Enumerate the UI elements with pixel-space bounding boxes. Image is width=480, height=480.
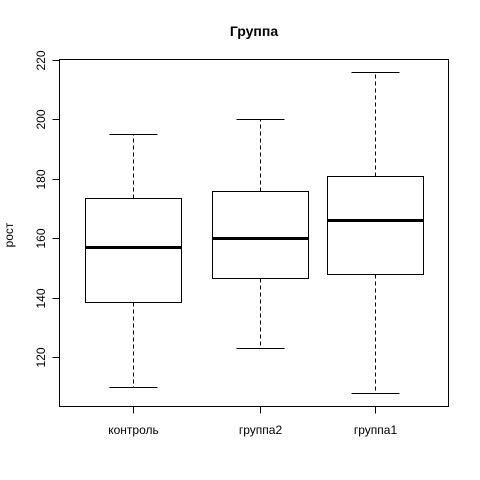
box-группа1 <box>327 72 424 394</box>
y-axis: 120 140 160 180 200 220 <box>34 50 60 368</box>
x-tick-label: контроль <box>108 423 159 437</box>
iqr-box <box>212 191 309 279</box>
x-tick-label: группа1 <box>354 423 398 437</box>
chart-title: Группа <box>230 23 278 39</box>
y-axis-label: рост <box>2 222 16 247</box>
y-tick-label: 120 <box>34 347 48 367</box>
y-tick-label: 180 <box>34 169 48 189</box>
y-tick-label: 160 <box>34 228 48 248</box>
x-tick-label: группа2 <box>239 423 283 437</box>
iqr-box <box>85 198 182 303</box>
y-tick-label: 140 <box>34 288 48 308</box>
y-tick-label: 200 <box>34 109 48 129</box>
y-tick-label: 220 <box>34 50 48 70</box>
box-контроль <box>85 134 182 388</box>
x-axis: контроль группа2 группа1 <box>108 406 398 437</box>
box-группа2 <box>212 119 309 349</box>
plot-frame <box>59 59 449 407</box>
boxes-group <box>85 72 424 394</box>
iqr-box <box>327 176 424 275</box>
